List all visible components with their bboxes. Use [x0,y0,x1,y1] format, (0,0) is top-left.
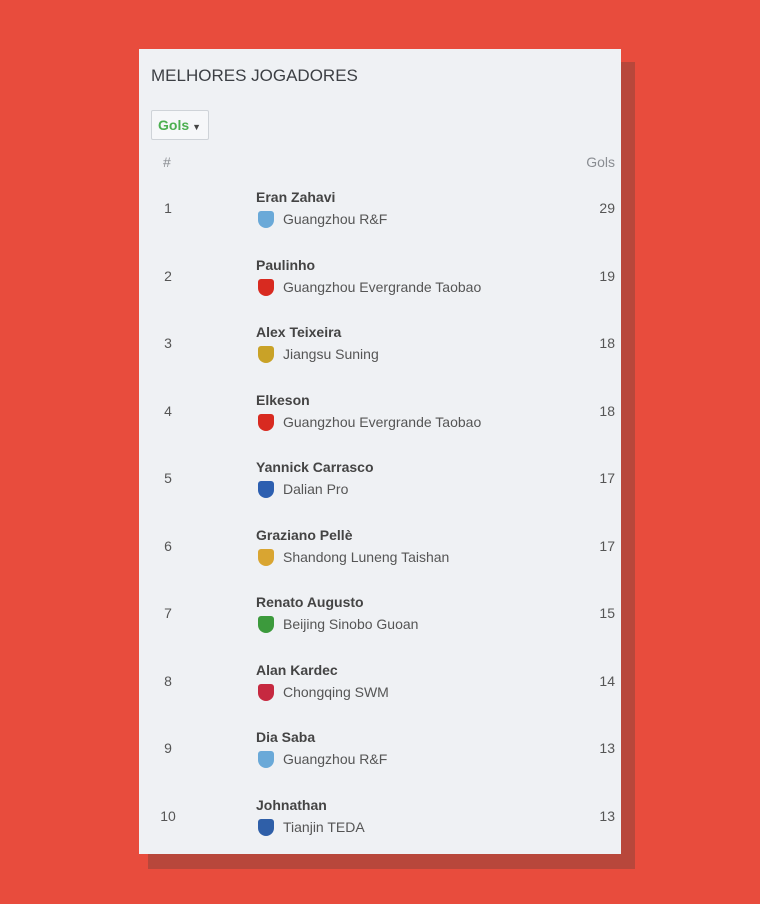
player-avatar [188,587,240,639]
goals: 17 [599,470,615,486]
team-name: Guangzhou Evergrande Taobao [283,278,482,295]
goals: 13 [599,740,615,756]
player-avatar [188,182,240,234]
player-avatar [188,655,240,707]
player-name: Alan Kardec [256,661,338,678]
player-name: Elkeson [256,391,310,408]
team-icon [258,346,274,363]
title: MELHORES JOGADORES [151,66,358,85]
player-name: Yannick Carrasco [256,459,374,475]
rank-header: # [163,154,171,170]
rank: 9 [164,740,172,756]
player-avatar [188,385,240,437]
goals: 14 [599,672,615,689]
filter-dropdown[interactable]: Gols ▼ [151,110,209,140]
team-icon [258,818,274,836]
team-name: Tianjin TEDA [283,818,365,835]
card: MELHORES JOGADORES Gols ▼ # Gols 1 Eran Z… [139,49,621,854]
goals: 15 [599,605,615,621]
rank: 6 [164,537,172,554]
team-icon [258,413,274,431]
team-name: Shandong Luneng Taishan [283,548,450,565]
player-avatar [188,317,240,369]
team-icon [258,683,274,701]
stat-header: Gols [586,154,615,170]
team-icon [258,278,274,296]
rank: 7 [164,605,172,621]
team-name: Jiangsu Suning [283,346,379,362]
player-name: Paulinho [256,256,316,273]
rank: 3 [164,335,172,351]
team-name: Guangzhou R&F [283,211,388,227]
goals: 17 [599,537,615,554]
team-name: Guangzhou R&F [283,751,388,767]
team-name: Guangzhou Evergrande Taobao [283,413,482,430]
player-name: Eran Zahavi [256,189,336,205]
player-name: Johnathan [256,796,327,813]
goals: 13 [599,807,615,824]
player-name: Alex Teixeira [256,324,342,340]
team-icon [258,751,274,768]
rank: 5 [164,470,172,486]
team-icon [258,616,274,633]
goals: 29 [599,200,615,216]
team-name: Chongqing SWM [283,683,389,700]
dropdown-arrow[interactable]: ▼ [192,122,202,132]
filter-label[interactable]: Gols [158,117,190,133]
player-name: Dia Saba [256,729,316,745]
player-avatar [188,250,240,302]
rank: 2 [164,267,172,284]
player-avatar [188,520,240,572]
goals: 18 [599,335,615,351]
team-icon [258,211,274,228]
team-icon [258,481,274,498]
team-icon [258,548,274,566]
rank: 4 [164,402,172,419]
goals: 18 [599,402,615,419]
player-name: Renato Augusto [256,594,364,610]
player-name: Graziano Pellè [256,526,353,543]
team-name: Dalian Pro [283,481,349,497]
player-avatar [188,452,240,504]
player-avatar [188,722,240,774]
player-avatar [188,790,240,842]
goals: 19 [599,267,615,284]
rank: 10 [160,807,176,824]
rank: 8 [164,672,172,689]
team-name: Beijing Sinobo Guoan [283,616,419,632]
rank: 1 [164,200,172,216]
